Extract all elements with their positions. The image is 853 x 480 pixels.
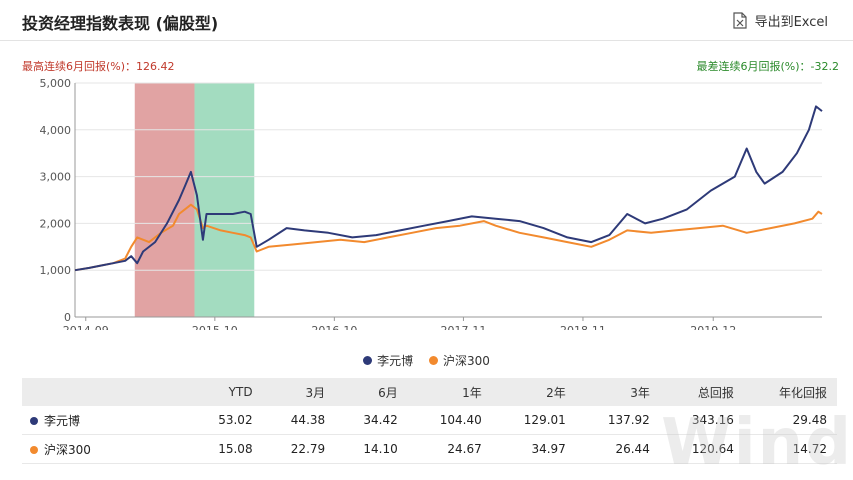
- x-tick-label: 2014-09: [63, 324, 109, 330]
- y-tick-label: 5,000: [40, 77, 72, 90]
- x-tick-label: 2018-11: [560, 324, 606, 330]
- table-cell: 29.48: [743, 406, 837, 435]
- row-name: 沪深300: [44, 442, 91, 457]
- table-header-total: 总回报: [659, 378, 744, 406]
- row-dot-li-yuanbo: [30, 417, 38, 425]
- table-row: 李元博 53.02 44.38 34.42 104.40 129.01 137.…: [22, 406, 837, 435]
- table-header-2y: 2年: [491, 378, 576, 406]
- legend-dot-hs300: [428, 356, 438, 365]
- row-name-cell: 沪深300: [22, 434, 190, 464]
- returns-table: YTD 3月 6月 1年 2年 3年 总回报 年化回报 李元博 53.02 44…: [22, 378, 837, 464]
- x-tick-label: 2015-10: [192, 324, 238, 330]
- excel-file-icon: [732, 12, 747, 29]
- table-header-3y: 3年: [575, 378, 660, 406]
- table-cell: 14.72: [743, 434, 837, 464]
- table-cell: 34.97: [491, 434, 576, 464]
- y-tick-label: 3,000: [40, 171, 72, 184]
- table-cell: 343.16: [659, 406, 744, 435]
- row-name-cell: 李元博: [22, 406, 190, 435]
- table-cell: 44.38: [262, 406, 336, 435]
- table-cell: 24.67: [407, 434, 492, 464]
- table-header-ytd: YTD: [190, 378, 263, 406]
- table-header-name: [22, 378, 190, 406]
- table-cell: 14.10: [335, 434, 408, 464]
- header-bar: 投资经理指数表现 (偏股型) 导出到Excel: [0, 0, 853, 41]
- x-tick-label: 2016-10: [311, 324, 357, 330]
- worst-6m-return-label: 最差连续6月回报(%)：-32.2: [696, 60, 840, 73]
- export-excel-label: 导出到Excel: [754, 15, 828, 30]
- series-line-li-yuanbo: [74, 105, 823, 272]
- export-excel-button[interactable]: 导出到Excel: [732, 11, 828, 30]
- legend-label-hs300: 沪深300: [442, 354, 490, 368]
- table-header-3m: 3月: [262, 378, 336, 406]
- row-name: 李元博: [44, 413, 81, 428]
- y-tick-label: 1,000: [40, 264, 72, 277]
- y-tick-label: 2,000: [40, 217, 72, 230]
- best-6m-return-label: 最高连续6月回报(%)：126.42: [22, 60, 175, 73]
- x-tick-label: 2019-12: [690, 324, 736, 330]
- row-dot-hs300: [30, 446, 38, 454]
- x-tick-label: 2017-11: [440, 324, 486, 330]
- table-cell: 120.64: [659, 434, 744, 464]
- performance-chart: 0 1,000 2,000 3,000 4,000 5,000 2014-09 2015-10…: [40, 77, 823, 330]
- table-cell: 22.79: [262, 434, 336, 464]
- series-line-hs300: [74, 203, 823, 272]
- table-header-row: YTD 3月 6月 1年 2年 3年 总回报 年化回报: [22, 378, 837, 406]
- y-tick-label: 4,000: [40, 124, 72, 137]
- legend-item-li-yuanbo[interactable]: 李元博: [363, 352, 413, 369]
- table-cell: 53.02: [190, 406, 263, 435]
- band-best: [134, 83, 195, 317]
- table-cell: 15.08: [190, 434, 263, 464]
- table-header-1y: 1年: [407, 378, 492, 406]
- table-header-6m: 6月: [335, 378, 408, 406]
- page-title: 投资经理指数表现 (偏股型): [22, 14, 219, 33]
- legend-item-hs300[interactable]: 沪深300: [428, 352, 490, 369]
- table-row: 沪深300 15.08 22.79 14.10 24.67 34.97 26.4…: [22, 434, 837, 464]
- table-cell: 104.40: [407, 406, 492, 435]
- band-worst: [194, 83, 255, 317]
- table-cell: 26.44: [575, 434, 660, 464]
- table-cell: 34.42: [335, 406, 408, 435]
- y-tick-label: 0: [64, 311, 71, 324]
- chart-legend: 李元博 沪深300: [0, 352, 853, 369]
- table-header-annualized: 年化回报: [743, 378, 837, 406]
- table-cell: 137.92: [575, 406, 660, 435]
- legend-label-li-yuanbo: 李元博: [377, 354, 414, 368]
- legend-dot-li-yuanbo: [363, 356, 373, 365]
- table-cell: 129.01: [491, 406, 576, 435]
